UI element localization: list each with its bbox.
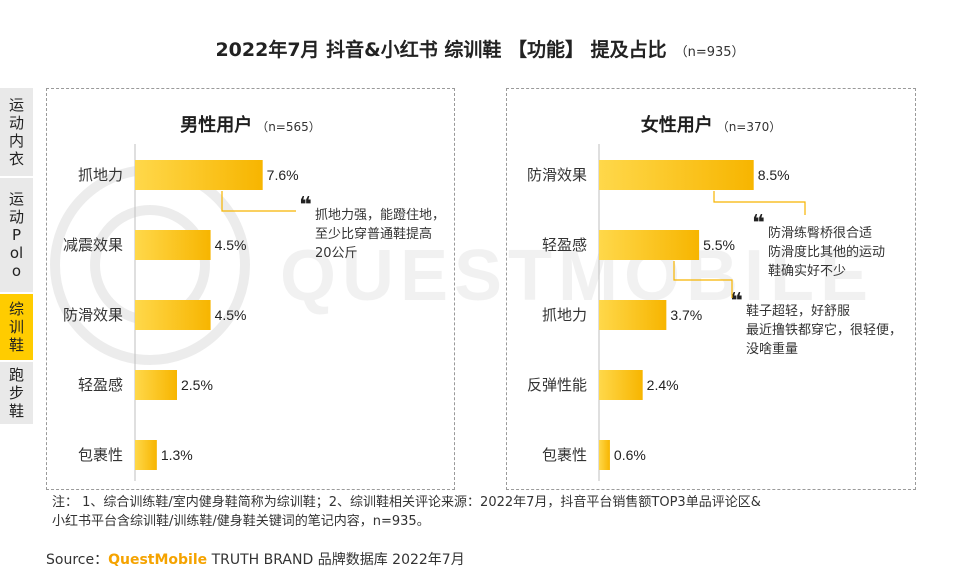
quote-line: 防滑练臀桥很合适 — [768, 226, 873, 241]
male-bar — [135, 230, 211, 260]
male-value-label: 4.5% — [215, 307, 247, 323]
quote-line: 防滑度比其他的运动 — [768, 245, 886, 260]
quote-line: 鞋子超轻，好舒服 — [746, 304, 851, 319]
quote-line: 最近撸铁都穿它，很轻便， — [746, 323, 903, 338]
male-category-label: 防滑效果 — [63, 306, 123, 324]
female-category-label: 轻盈感 — [542, 236, 587, 254]
male-users-panel: 男性用户 （n=565） 抓地力 7.6% 减震效果 4.5% 防滑效果 4.5% 轻盈感 2.… — [46, 88, 455, 490]
female-value-label: 2.4% — [647, 377, 679, 393]
quote-female-light: ❝ 鞋子超轻，好舒服 最近撸铁都穿它，很轻便， 没啥重量 — [730, 291, 903, 359]
side-tab-running-shoes[interactable]: 跑步鞋 — [0, 362, 33, 426]
female-bar — [599, 440, 610, 470]
source-suffix: TRUTH BRAND 品牌数据库 2022年7月 — [207, 552, 465, 568]
page-title-sample-size: （n=935） — [674, 45, 745, 60]
male-value-label: 4.5% — [215, 237, 247, 253]
female-bar — [599, 370, 643, 400]
female-category-label: 包裹性 — [542, 446, 587, 464]
female-bar — [599, 300, 667, 330]
male-bar — [135, 370, 177, 400]
quote-line: 没啥重量 — [746, 342, 799, 357]
source-line: Source：QuestMobile TRUTH BRAND 品牌数据库 202… — [46, 549, 465, 569]
quote-line: 抓地力强，能蹬住地， — [315, 208, 446, 223]
female-category-label: 反弹性能 — [527, 376, 587, 394]
female-value-label: 8.5% — [758, 167, 790, 183]
male-bar — [135, 160, 263, 190]
side-tab-label: 跑步鞋 — [8, 366, 24, 420]
male-value-label: 7.6% — [267, 167, 299, 183]
male-panel-title-text: 男性用户 — [180, 115, 253, 136]
male-panel-sample-size: （n=565） — [256, 120, 321, 134]
side-tab-training-shoes[interactable]: 综训鞋 — [0, 294, 33, 362]
female-panel-title: 女性用户 （n=370） — [507, 111, 915, 137]
female-bar — [599, 230, 700, 260]
male-value-label: 1.3% — [161, 447, 193, 463]
female-value-label: 5.5% — [703, 237, 735, 253]
source-brand: QuestMobile — [108, 552, 208, 568]
female-category-label: 防滑效果 — [527, 166, 587, 184]
female-users-panel: 女性用户 （n=370） 防滑效果 8.5% 轻盈感 5.5% 抓地力 3.7% 反弹性能 2.… — [506, 88, 916, 490]
side-tab-label: 运动内衣 — [8, 96, 24, 168]
side-tab-label: 运动Polo — [8, 190, 24, 280]
male-bar — [135, 440, 157, 470]
female-category-label: 抓地力 — [542, 306, 587, 324]
male-bar-chart: 抓地力 7.6% 减震效果 4.5% 防滑效果 4.5% 轻盈感 2.5% 包裹性 1.3% — [63, 144, 299, 481]
quote-mark-icon: ❝ — [752, 211, 765, 236]
page-title: 2022年7月 抖音&小红书 综训鞋 【功能】 提及占比 （n=935） — [0, 35, 960, 62]
quote-mark-icon: ❝ — [299, 193, 312, 218]
quote-line: 至少比穿普通鞋提高 — [315, 227, 433, 242]
page-title-text: 2022年7月 抖音&小红书 综训鞋 【功能】 提及占比 — [215, 39, 667, 61]
footnote-line: 注： 1、综合训练鞋/室内健身鞋简称为综训鞋；2、综训鞋相关评论来源：2022年… — [52, 495, 761, 510]
male-panel-title: 男性用户 （n=565） — [47, 111, 454, 137]
footnote: 注： 1、综合训练鞋/室内健身鞋简称为综训鞋；2、综训鞋相关评论来源：2022年… — [52, 493, 761, 531]
quote-female-antislip: ❝ 防滑练臀桥很合适 防滑度比其他的运动 鞋确实好不少 — [752, 213, 886, 281]
female-panel-sample-size: （n=370） — [716, 120, 782, 134]
male-category-label: 包裹性 — [78, 446, 123, 464]
quote-line: 鞋确实好不少 — [768, 264, 847, 279]
quote-line: 20公斤 — [315, 246, 358, 261]
side-tab-sports-polo[interactable]: 运动Polo — [0, 178, 33, 294]
side-tabs: 运动内衣 运动Polo 综训鞋 跑步鞋 — [0, 88, 33, 426]
male-value-label: 2.5% — [181, 377, 213, 393]
female-panel-title-text: 女性用户 — [640, 115, 713, 136]
female-value-label: 0.6% — [614, 447, 646, 463]
female-bar — [599, 160, 754, 190]
male-category-label: 减震效果 — [63, 236, 123, 254]
male-category-label: 抓地力 — [78, 166, 123, 184]
male-bar — [135, 300, 211, 330]
source-prefix: Source： — [46, 552, 109, 568]
side-tab-label: 综训鞋 — [8, 300, 24, 354]
side-tab-sports-underwear[interactable]: 运动内衣 — [0, 88, 33, 178]
footnote-line: 小红书平台含综训鞋/训练鞋/健身鞋关键词的笔记内容，n=935。 — [52, 514, 430, 529]
quote-male-grip: ❝ 抓地力强，能蹬住地， 至少比穿普通鞋提高 20公斤 — [299, 195, 446, 263]
male-category-label: 轻盈感 — [78, 376, 123, 394]
female-bar-chart: 防滑效果 8.5% 轻盈感 5.5% 抓地力 3.7% 反弹性能 2.4% 包裹性 0.6% — [527, 144, 790, 481]
female-value-label: 3.7% — [670, 307, 702, 323]
quote-mark-icon: ❝ — [730, 289, 743, 314]
